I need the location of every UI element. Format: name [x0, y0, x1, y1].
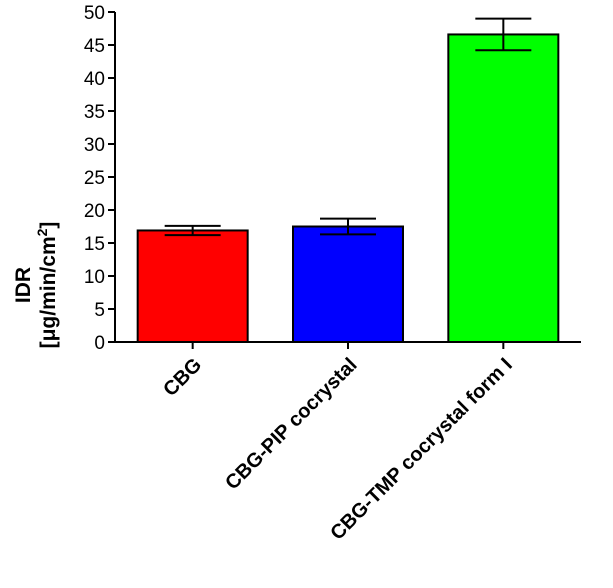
error-bars	[164, 17, 532, 237]
y-tick-label: 10	[84, 267, 105, 288]
bar-2	[292, 225, 404, 343]
y-axis-title-bracket: ]	[37, 222, 60, 229]
bar-3	[447, 33, 560, 343]
x-tick-label: CBG-TMP cocrystal form I	[326, 354, 517, 545]
y-tick-label: 30	[84, 135, 105, 156]
x-tick-label: CBG-PIP cocrystal	[221, 354, 361, 494]
y-tick-label: 40	[84, 69, 105, 90]
y-axis-title: IDR [μg/min/cm2]	[12, 222, 60, 349]
y-tick-label: 20	[84, 201, 105, 222]
x-tick-label: CBG	[159, 354, 206, 401]
y-axis-title-superscript: 2	[34, 228, 50, 236]
y-axis-title-units: [μg/min/cm	[37, 236, 60, 348]
y-ticks: 0 5 10 15 20 25 30 35 40 45 50	[84, 3, 115, 354]
y-tick-label: 35	[84, 102, 105, 123]
y-tick-label: 50	[84, 3, 105, 24]
bar-1	[136, 229, 249, 344]
y-tick-label: 25	[84, 168, 105, 189]
y-tick-label: 45	[84, 36, 105, 57]
y-tick-label: 15	[84, 234, 105, 255]
bars	[136, 33, 560, 344]
y-axis-title-line1: IDR	[12, 267, 35, 303]
y-axis-title-line2: [μg/min/cm2]	[34, 222, 60, 349]
y-tick-label: 5	[94, 300, 105, 321]
y-tick-label: 0	[94, 333, 105, 354]
